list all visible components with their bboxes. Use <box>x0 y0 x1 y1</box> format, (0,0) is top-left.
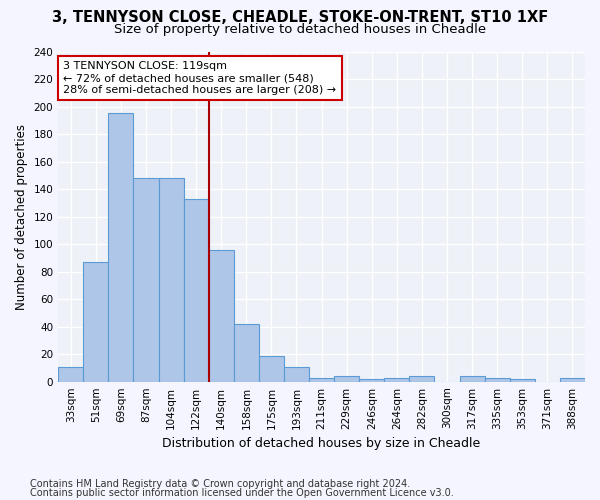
Bar <box>209 250 234 382</box>
Bar <box>83 262 109 382</box>
Text: Contains public sector information licensed under the Open Government Licence v3: Contains public sector information licen… <box>30 488 454 498</box>
Y-axis label: Number of detached properties: Number of detached properties <box>15 124 28 310</box>
Bar <box>234 324 259 382</box>
X-axis label: Distribution of detached houses by size in Cheadle: Distribution of detached houses by size … <box>163 437 481 450</box>
Bar <box>409 376 434 382</box>
Bar <box>109 114 133 382</box>
Bar <box>133 178 158 382</box>
Bar <box>460 376 485 382</box>
Bar <box>485 378 510 382</box>
Text: Contains HM Land Registry data © Crown copyright and database right 2024.: Contains HM Land Registry data © Crown c… <box>30 479 410 489</box>
Text: 3 TENNYSON CLOSE: 119sqm
← 72% of detached houses are smaller (548)
28% of semi-: 3 TENNYSON CLOSE: 119sqm ← 72% of detach… <box>64 62 337 94</box>
Bar <box>560 378 585 382</box>
Text: 3, TENNYSON CLOSE, CHEADLE, STOKE-ON-TRENT, ST10 1XF: 3, TENNYSON CLOSE, CHEADLE, STOKE-ON-TRE… <box>52 10 548 25</box>
Bar <box>359 379 385 382</box>
Text: Size of property relative to detached houses in Cheadle: Size of property relative to detached ho… <box>114 22 486 36</box>
Bar <box>334 376 359 382</box>
Bar <box>58 366 83 382</box>
Bar <box>385 378 409 382</box>
Bar <box>309 378 334 382</box>
Bar <box>158 178 184 382</box>
Bar <box>510 379 535 382</box>
Bar <box>259 356 284 382</box>
Bar <box>284 366 309 382</box>
Bar <box>184 198 209 382</box>
